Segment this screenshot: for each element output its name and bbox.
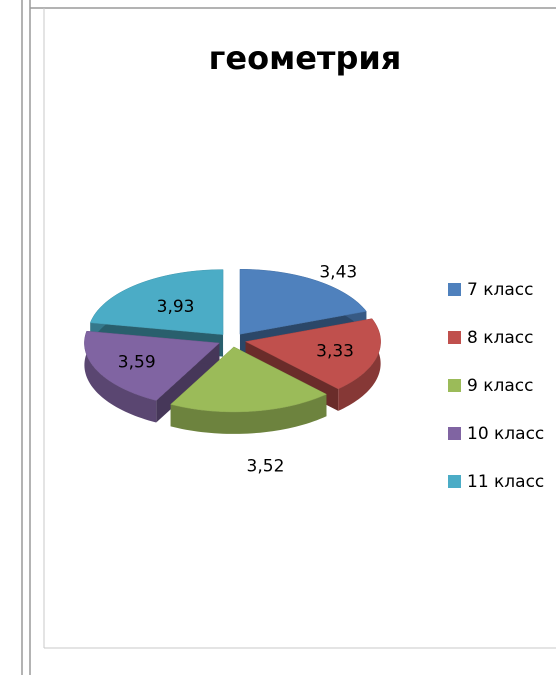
legend-label: 10 класс — [467, 424, 544, 444]
legend-swatch — [448, 475, 461, 488]
legend-label: 11 класс — [467, 472, 544, 492]
slice-rim — [84, 331, 157, 423]
data-label: 3,52 — [247, 456, 285, 476]
legend-swatch — [448, 331, 461, 344]
data-label: 3,93 — [157, 297, 195, 317]
slice-rim — [170, 394, 327, 434]
legend-swatch — [448, 427, 461, 440]
slice — [239, 268, 367, 335]
legend-swatch — [448, 283, 461, 296]
data-label: 3,33 — [316, 342, 354, 362]
data-label: 3,59 — [118, 352, 156, 372]
slice — [244, 318, 381, 390]
legend-label: 7 класс — [467, 280, 533, 300]
chart-title: геометрия — [209, 39, 402, 77]
legend-swatch — [448, 379, 461, 392]
legend-label: 9 класс — [467, 376, 533, 396]
slice — [84, 330, 220, 401]
slice-rim — [338, 318, 381, 411]
legend-label: 8 класс — [467, 328, 533, 348]
pie: 3,43 3,33 3,52 3,59 3,93 — [84, 262, 381, 476]
data-label: 3,43 — [319, 262, 357, 282]
legend: 7 класс 8 класс 9 класс 10 класс 11 класс — [448, 280, 544, 492]
slice — [170, 346, 328, 413]
slice — [89, 269, 224, 335]
